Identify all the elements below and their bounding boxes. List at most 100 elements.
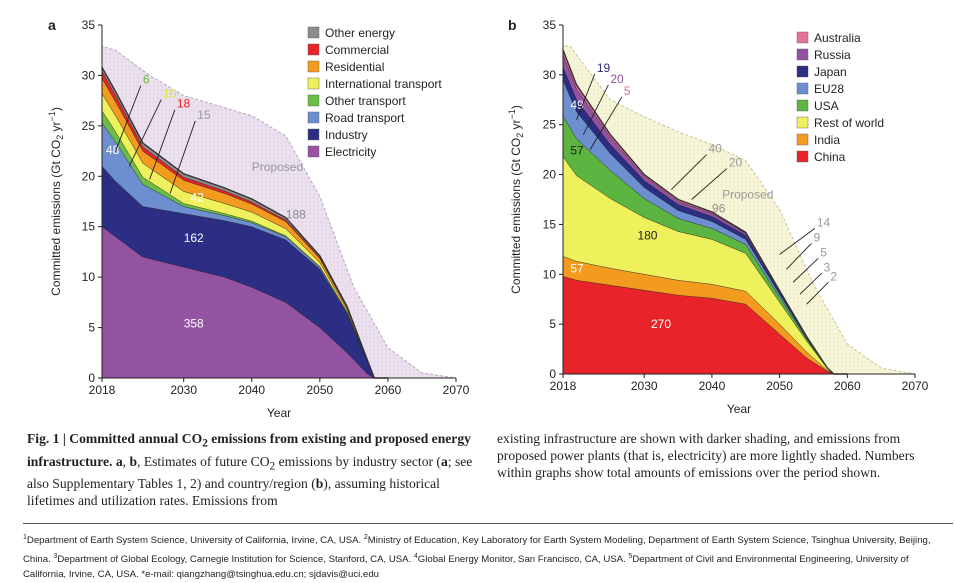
legend-item: China xyxy=(796,150,846,164)
legend-item: Rest of world xyxy=(796,116,884,130)
callout-leader xyxy=(149,109,176,180)
legend-label: Road transport xyxy=(325,111,405,125)
caption-sub: 2 xyxy=(202,437,208,450)
y-tick-label: 35 xyxy=(543,18,557,32)
caption-fig-label: Fig. 1 | Committed annual CO xyxy=(27,431,203,446)
x-tick-label: 2060 xyxy=(375,383,402,397)
callout-leader xyxy=(582,84,609,135)
caption-title-rest: emissions from existing and proposed ene… xyxy=(27,431,471,469)
legend-swatch xyxy=(307,128,320,141)
y-tick-label: 25 xyxy=(82,119,96,133)
stack-top-line xyxy=(562,49,848,375)
figure-caption-left: Fig. 1 | Committed annual CO2 emissions … xyxy=(27,430,477,509)
legend-item: India xyxy=(796,133,840,147)
y-tick-label: 15 xyxy=(82,220,96,234)
legend-swatch xyxy=(796,99,809,112)
legend-item: Other transport xyxy=(307,94,406,108)
legend-item: Russia xyxy=(796,48,851,62)
callout-leader xyxy=(169,120,196,194)
callout-label: 19 xyxy=(597,61,611,75)
legend-swatch xyxy=(796,82,809,95)
legend-label: Residential xyxy=(325,60,384,74)
legend-swatch xyxy=(307,26,320,39)
caption-b2: b xyxy=(315,476,324,492)
area-value-label: 49 xyxy=(570,98,584,112)
y-label-main: Committed emissions (Gt CO xyxy=(509,138,523,294)
legend-label: China xyxy=(814,150,846,164)
callout-label: 9 xyxy=(813,230,820,244)
caption-a: a xyxy=(115,453,123,469)
y-tick-label: 10 xyxy=(543,267,557,281)
affil-sup-2: 2 xyxy=(363,534,368,541)
callout-leader xyxy=(576,73,596,120)
callout-label: 15 xyxy=(197,108,211,122)
y-tick-label: 0 xyxy=(88,371,95,385)
caption-text1: , Estimates of future CO xyxy=(137,453,270,469)
area-value-label: 358 xyxy=(184,317,204,331)
x-tick-label: 2070 xyxy=(902,379,929,393)
legend-swatch xyxy=(796,31,809,44)
area-value-label: 180 xyxy=(637,228,657,242)
area-value-label: 96 xyxy=(712,201,726,215)
y-tick-label: 20 xyxy=(543,168,557,182)
caption-sub2: 2 xyxy=(269,460,276,473)
x-tick-label: 2030 xyxy=(631,379,658,393)
x-axis-label: Year xyxy=(267,406,291,420)
caption-fig-title: Fig. 1 | Committed annual CO2 emissions … xyxy=(27,431,471,469)
y-label-end: ) xyxy=(49,107,63,111)
legend-swatch xyxy=(307,145,320,158)
legend-item: USA xyxy=(796,99,839,113)
legend-item: International transport xyxy=(307,77,442,91)
callout-leader xyxy=(115,85,142,152)
legend-label: Australia xyxy=(814,31,861,45)
affil-1: Department of Earth System Science, Univ… xyxy=(26,535,364,547)
affil-sup-5: 5 xyxy=(628,552,633,560)
legend-swatch xyxy=(307,77,320,90)
proposed-label: Proposed xyxy=(722,188,773,202)
x-tick-label: 2050 xyxy=(306,383,333,397)
legend-label: Commercial xyxy=(325,43,389,57)
panel-letter: a xyxy=(48,17,56,33)
x-tick-label: 2060 xyxy=(834,379,861,393)
x-tick-label: 2018 xyxy=(550,379,577,393)
callout-leader xyxy=(670,154,707,190)
area-value-label: 48 xyxy=(106,143,120,157)
legend-label: Japan xyxy=(814,65,847,79)
area-value-label: 188 xyxy=(286,208,306,222)
y-tick-label: 35 xyxy=(82,18,96,32)
affil-sup-4: 4 xyxy=(413,552,418,560)
callout-leader xyxy=(691,168,728,200)
legend-item: Australia xyxy=(796,31,861,45)
affil-3: Department of Global Ecology, Carnegie I… xyxy=(57,553,414,565)
legend-label: International transport xyxy=(325,77,442,91)
affil-2: Ministry of Education, Key Laboratory fo… xyxy=(23,535,931,565)
y-axis-label: Committed emissions (Gt CO2 yr−1) xyxy=(507,105,525,294)
y-tick-label: 25 xyxy=(543,118,557,132)
caption-text2: ; see also Supplementary Tables 1, 2) an… xyxy=(27,453,473,492)
legend-label: Rest of world xyxy=(814,116,884,130)
panel-a-chart: 0 5 10 15 20 25 30 35 2018 2030 2040 2050 2060 2070 a Y… xyxy=(47,17,470,420)
y-label-mid: yr xyxy=(49,121,63,134)
panel-letter: b xyxy=(508,17,517,33)
callout-label: 10 xyxy=(163,87,177,101)
callout-label: 18 xyxy=(177,97,191,111)
legend-item: Road transport xyxy=(307,111,405,125)
y-axis-label: Committed emissions (Gt CO2 yr−1) xyxy=(47,107,65,296)
callout-label: 14 xyxy=(817,215,831,229)
affil-5: Department of Civil and Environmental En… xyxy=(23,553,909,581)
callout-leader xyxy=(589,96,623,150)
legend-swatch xyxy=(307,94,320,107)
callout-leader xyxy=(799,272,822,295)
caption-text3: ), assuming historical lifetimes and uti… xyxy=(27,476,440,509)
legend-label: USA xyxy=(814,99,839,113)
callout-label: 3 xyxy=(824,260,831,274)
x-tick-label: 2018 xyxy=(89,383,116,397)
affiliations: 1Department of Earth System Science, Uni… xyxy=(23,530,948,583)
legend-swatch xyxy=(796,116,809,129)
y-tick-label: 20 xyxy=(82,169,96,183)
callout-label: 20 xyxy=(729,156,743,170)
legend-label: Other energy xyxy=(325,26,395,40)
callout-leader xyxy=(786,243,812,270)
y-tick-label: 5 xyxy=(549,317,556,331)
legend-label: India xyxy=(814,133,840,147)
